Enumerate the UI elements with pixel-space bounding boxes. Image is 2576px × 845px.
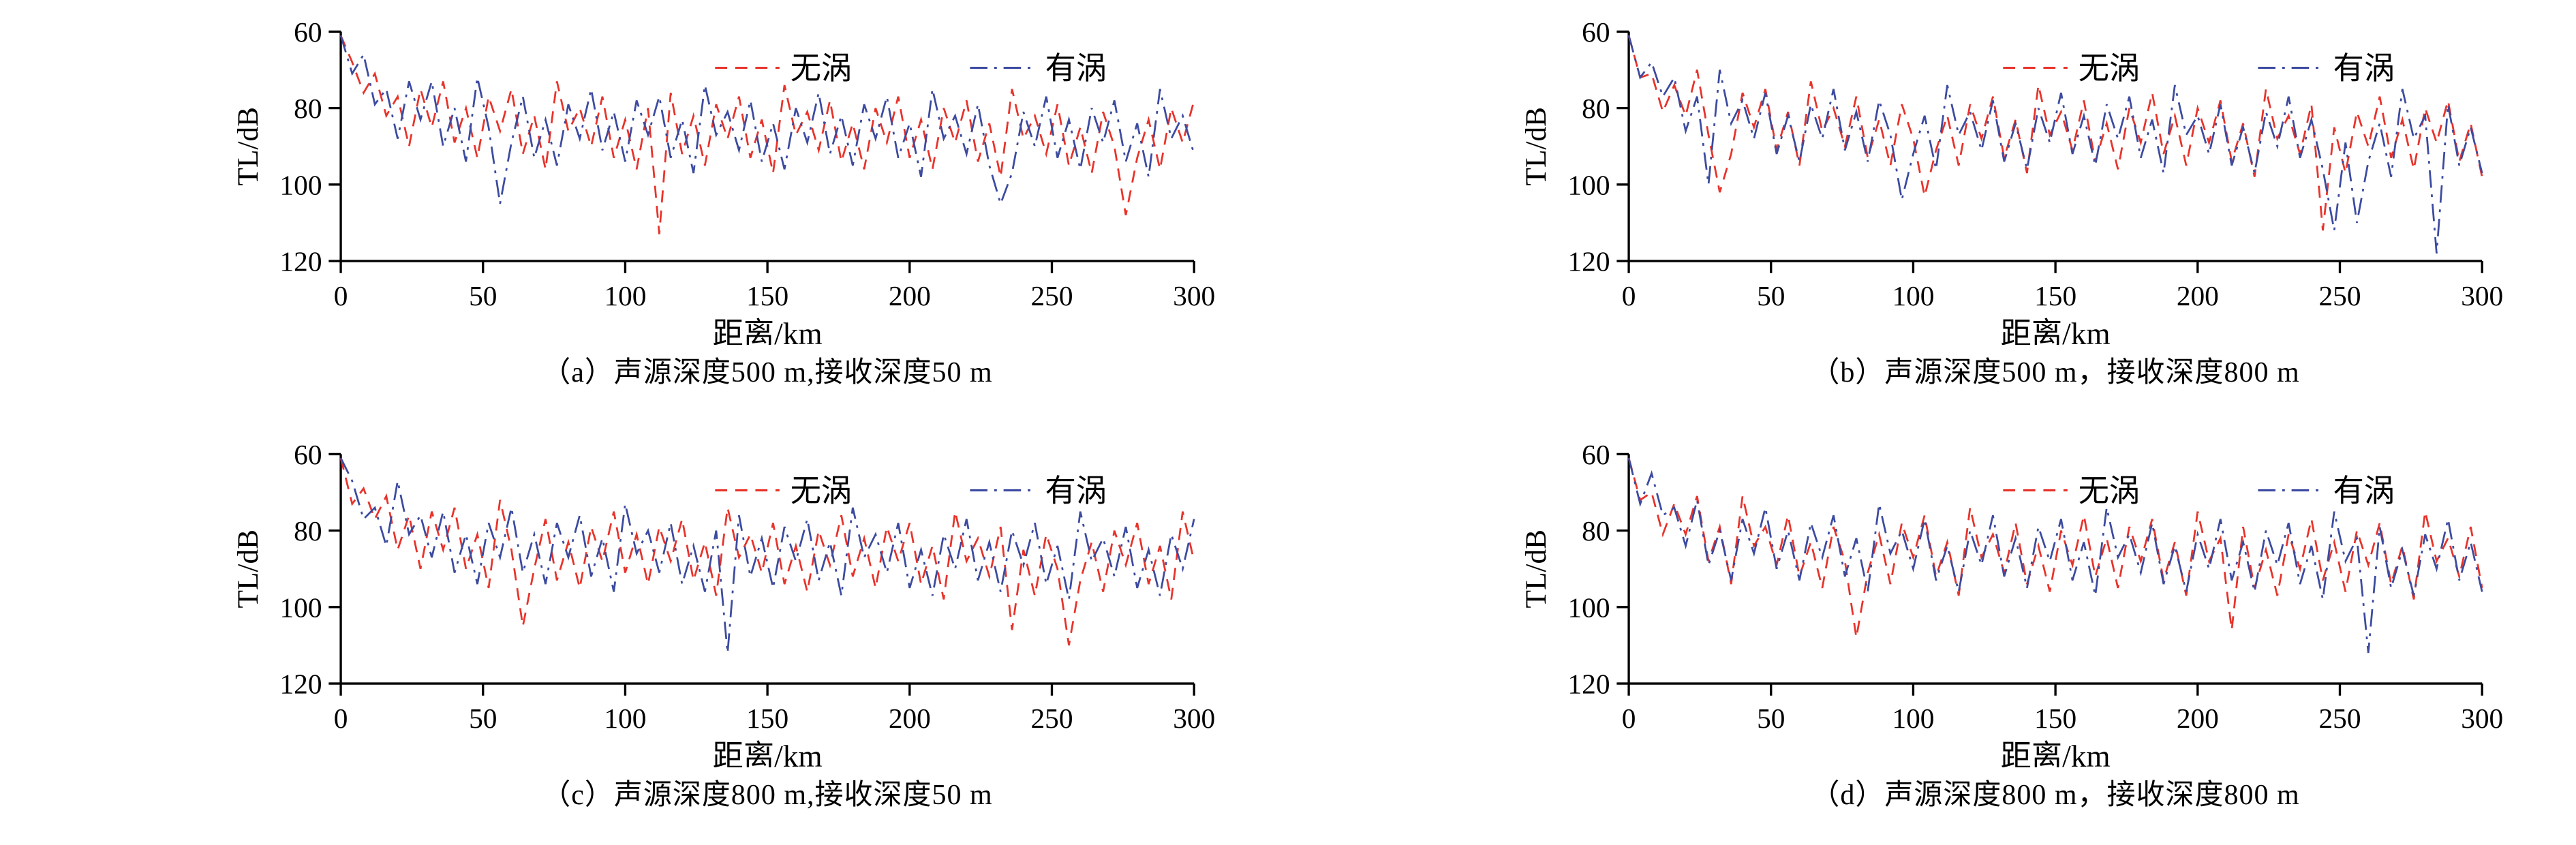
x-tick-label: 100 xyxy=(1892,280,1934,311)
with-eddy-line xyxy=(339,35,1195,207)
legend-no-eddy-label: 无涡 xyxy=(2079,474,2141,508)
legend-with-eddy-label: 有涡 xyxy=(1045,51,1107,85)
x-tick-label: 300 xyxy=(1173,703,1215,734)
x-tick-label: 100 xyxy=(604,280,646,311)
legend-no-eddy-label: 无涡 xyxy=(791,474,853,508)
y-tick-label: 60 xyxy=(1582,439,1610,470)
x-tick-label: 150 xyxy=(746,280,788,311)
x-axis-title: 距离/km xyxy=(713,317,823,345)
y-tick-label: 100 xyxy=(280,169,322,200)
x-tick-label: 100 xyxy=(1892,703,1934,734)
x-tick-label: 100 xyxy=(604,703,646,734)
x-tick-label: 50 xyxy=(469,280,497,311)
y-tick-label: 80 xyxy=(1582,93,1610,124)
x-tick-label: 0 xyxy=(1622,703,1636,734)
y-tick-label: 60 xyxy=(1582,16,1610,48)
with-eddy-line xyxy=(339,457,1195,654)
x-tick-label: 200 xyxy=(2177,280,2219,311)
chart-a-caption: （a）声源深度500 m,接收深度50 m xyxy=(542,357,993,388)
with-eddy-line xyxy=(1627,35,2483,253)
y-axis-title: TL/dB xyxy=(1520,529,1552,608)
y-tick-label: 120 xyxy=(280,669,322,700)
legend-with-eddy-label: 有涡 xyxy=(1045,474,1107,508)
chart-d-figure: 60 80 100 120 0 50 100 150 200 250 300 TL/dB 距离/km 无涡… xyxy=(1288,422,2576,845)
y-tick-label: 120 xyxy=(1568,669,1610,700)
x-axis-title: 距离/km xyxy=(2001,317,2111,345)
legend-no-eddy-label: 无涡 xyxy=(791,51,853,85)
legend-with-eddy-label: 有涡 xyxy=(2333,51,2395,85)
chart-b-caption: （b）声源深度500 m，接收深度800 m xyxy=(1811,357,2300,388)
x-tick-label: 250 xyxy=(1031,280,1073,311)
x-axis-title: 距离/km xyxy=(2001,739,2111,767)
x-tick-label: 200 xyxy=(889,280,931,311)
y-axis-title: TL/dB xyxy=(232,529,264,608)
x-tick-label: 300 xyxy=(2461,280,2503,311)
y-tick-label: 60 xyxy=(294,16,322,48)
no-eddy-line xyxy=(1627,457,2483,638)
x-tick-label: 0 xyxy=(334,280,348,311)
chart-c-canvas: 60 80 100 120 0 50 100 150 200 250 300 TL/dB 距离/km 无涡… xyxy=(232,439,1215,767)
y-tick-label: 100 xyxy=(1568,592,1610,623)
y-axis-title: TL/dB xyxy=(1520,107,1552,185)
y-tick-label: 80 xyxy=(294,515,322,547)
x-tick-label: 150 xyxy=(2034,703,2076,734)
x-tick-label: 200 xyxy=(2177,703,2219,734)
legend-with-eddy-label: 有涡 xyxy=(2333,474,2395,508)
y-axis-title: TL/dB xyxy=(232,107,264,185)
no-eddy-line xyxy=(1627,35,2483,231)
x-tick-label: 50 xyxy=(1757,280,1785,311)
y-tick-label: 80 xyxy=(1582,515,1610,547)
x-tick-label: 300 xyxy=(1173,280,1215,311)
chart-c-figure: 60 80 100 120 0 50 100 150 200 250 300 TL/dB 距离/km 无涡… xyxy=(0,422,1288,845)
x-tick-label: 0 xyxy=(334,703,348,734)
chart-d-caption: （d）声源深度800 m，接收深度800 m xyxy=(1811,780,2300,811)
x-axis-title: 距离/km xyxy=(713,739,823,767)
x-tick-label: 250 xyxy=(2319,703,2361,734)
y-tick-label: 120 xyxy=(280,246,322,277)
x-tick-label: 50 xyxy=(469,703,497,734)
x-tick-label: 200 xyxy=(889,703,931,734)
x-tick-label: 250 xyxy=(2319,280,2361,311)
y-tick-label: 80 xyxy=(294,93,322,124)
y-tick-label: 100 xyxy=(1568,169,1610,200)
x-tick-label: 150 xyxy=(746,703,788,734)
x-tick-label: 150 xyxy=(2034,280,2076,311)
chart-c-caption: （c）声源深度800 m,接收深度50 m xyxy=(542,780,993,811)
chart-b-canvas: 60 80 100 120 0 50 100 150 200 250 300 TL/dB 距离/km 无涡… xyxy=(1520,16,2503,345)
chart-a-figure: 60 80 100 120 0 50 100 150 200 250 300 TL/dB 距离/km 无涡… xyxy=(0,0,1288,422)
y-tick-label: 100 xyxy=(280,592,322,623)
x-tick-label: 0 xyxy=(1622,280,1636,311)
y-tick-label: 120 xyxy=(1568,246,1610,277)
x-tick-label: 300 xyxy=(2461,703,2503,734)
x-tick-label: 50 xyxy=(1757,703,1785,734)
chart-d-canvas: 60 80 100 120 0 50 100 150 200 250 300 TL/dB 距离/km 无涡… xyxy=(1520,439,2503,767)
y-tick-label: 60 xyxy=(294,439,322,470)
chart-b-figure: 60 80 100 120 0 50 100 150 200 250 300 TL/dB 距离/km 无涡… xyxy=(1288,0,2576,422)
with-eddy-line xyxy=(1627,457,2483,654)
chart-a-canvas: 60 80 100 120 0 50 100 150 200 250 300 TL/dB 距离/km 无涡… xyxy=(232,16,1215,345)
legend-no-eddy-label: 无涡 xyxy=(2079,51,2141,85)
x-tick-label: 250 xyxy=(1031,703,1073,734)
